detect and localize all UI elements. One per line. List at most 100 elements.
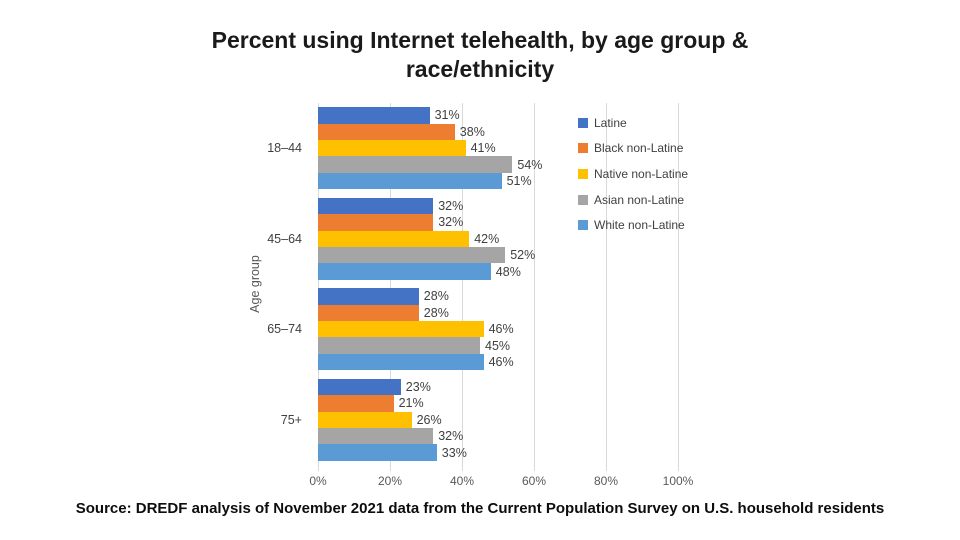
gridline <box>390 103 391 471</box>
bar-value-label: 23% <box>405 379 431 394</box>
bar <box>318 427 434 445</box>
bar-row: 45% <box>318 337 678 354</box>
bar <box>318 230 470 247</box>
legend-label: White non-Latine <box>594 218 685 233</box>
bar-value-label: 28% <box>423 305 449 320</box>
bar-row: 23% <box>318 378 678 396</box>
x-tick-label: 80% <box>593 474 619 488</box>
legend-swatch <box>578 168 588 179</box>
legend-label: Asian non-Latine <box>594 192 685 207</box>
legend-label: Black non-Latine <box>594 141 684 156</box>
category-label: 75+ <box>280 412 302 427</box>
gridline <box>678 103 679 471</box>
gridline <box>606 103 607 471</box>
gridline <box>534 103 535 471</box>
x-tick-label: 60% <box>521 474 547 488</box>
source-note: Source: DREDF analysis of November 2021 … <box>75 500 885 517</box>
bar-row: 42% <box>318 230 678 247</box>
bar-value-label: 32% <box>438 215 464 230</box>
bar-row: 41% <box>318 140 678 157</box>
bar <box>318 246 506 264</box>
bar-row: 32% <box>318 197 678 215</box>
bar-row: 21% <box>318 395 678 412</box>
bar-row: 32% <box>318 214 678 231</box>
category-labels: 18–44 45–64 65–74 75+ <box>230 103 302 465</box>
bar-group: 23% 21% 26% 32% 33% <box>318 375 678 466</box>
bar <box>318 140 466 157</box>
bar-group: 32% 32% 42% 52% 48% <box>318 194 678 285</box>
bar-value-label: 48% <box>495 264 521 279</box>
bar <box>318 353 484 371</box>
bar-row: 31% <box>318 107 678 124</box>
bar <box>318 172 502 190</box>
bar <box>318 304 419 322</box>
bar-value-label: 42% <box>474 231 500 246</box>
legend-swatch <box>578 194 588 205</box>
bar-row: 46% <box>318 353 678 371</box>
bar-row: 33% <box>318 444 678 461</box>
bar-group: 28% 28% 46% 45% 46% <box>318 284 678 375</box>
bar-group: 31% 38% 41% 54% 51% <box>318 103 678 194</box>
legend-item: Native non-Latine <box>578 161 688 187</box>
bar-row: 28% <box>318 288 678 305</box>
bar-value-label: 41% <box>470 141 496 156</box>
bar-row: 26% <box>318 411 678 428</box>
legend-swatch <box>578 220 588 231</box>
bar-value-label: 33% <box>441 445 467 460</box>
x-tick-label: 0% <box>309 474 327 488</box>
x-axis-ticks: 0% 20% 40% 60% 80% 100% <box>309 474 693 490</box>
legend-swatch <box>578 117 588 128</box>
legend-swatch <box>578 143 588 154</box>
legend-label: Latine <box>594 115 627 130</box>
bar-value-label: 32% <box>438 429 464 444</box>
bar-value-label: 46% <box>488 322 514 337</box>
bar-row: 28% <box>318 304 678 322</box>
legend-item: Black non-Latine <box>578 136 688 162</box>
bar-row: 32% <box>318 427 678 445</box>
category-label: 65–74 <box>267 322 302 337</box>
bar-row: 51% <box>318 172 678 190</box>
legend-item: Asian non-Latine <box>578 187 688 213</box>
bar-value-label: 32% <box>438 198 464 213</box>
legend-item: White non-Latine <box>578 212 688 238</box>
x-tick-label: 40% <box>449 474 475 488</box>
bar <box>318 214 434 231</box>
bar <box>318 378 401 396</box>
legend-label: Native non-Latine <box>594 166 689 181</box>
plot-area: 31% 38% 41% 54% 51% 32% 32% 42% 52% 48% 28% 28% 46% 4… <box>318 103 679 471</box>
bar <box>318 321 484 338</box>
bar-row: 46% <box>318 321 678 338</box>
bar-value-label: 54% <box>517 157 543 172</box>
bar-value-label: 51% <box>506 174 532 189</box>
bar-value-label: 52% <box>510 248 536 263</box>
bar-row: 52% <box>318 246 678 264</box>
bar <box>318 444 437 461</box>
bar-value-label: 26% <box>416 412 442 427</box>
bar-value-label: 38% <box>459 124 485 139</box>
x-tick-label: 100% <box>662 474 694 488</box>
chart-title: Percent using Internet telehealth, by ag… <box>211 27 749 82</box>
bar <box>318 123 455 141</box>
category-label: 18–44 <box>267 141 302 156</box>
bar <box>318 197 434 215</box>
category-label: 45–64 <box>267 231 302 246</box>
bar-value-label: 21% <box>398 396 424 411</box>
bar <box>318 107 430 124</box>
gridline <box>318 103 319 471</box>
bar <box>318 288 419 305</box>
legend-item: Latine <box>578 110 688 136</box>
bar-value-label: 46% <box>488 355 514 370</box>
x-tick-label: 20% <box>377 474 403 488</box>
bar <box>318 395 394 412</box>
bar <box>318 411 412 428</box>
bar-value-label: 45% <box>485 338 511 353</box>
gridline <box>462 103 463 471</box>
bar <box>318 156 513 173</box>
bar <box>318 337 480 354</box>
bar-groups: 31% 38% 41% 54% 51% 32% 32% 42% 52% 48% 28% 28% 46% 4… <box>318 103 678 465</box>
bar-row: 54% <box>318 156 678 173</box>
bar-row: 48% <box>318 263 678 280</box>
bar-value-label: 28% <box>423 289 449 304</box>
bar-row: 38% <box>318 123 678 141</box>
